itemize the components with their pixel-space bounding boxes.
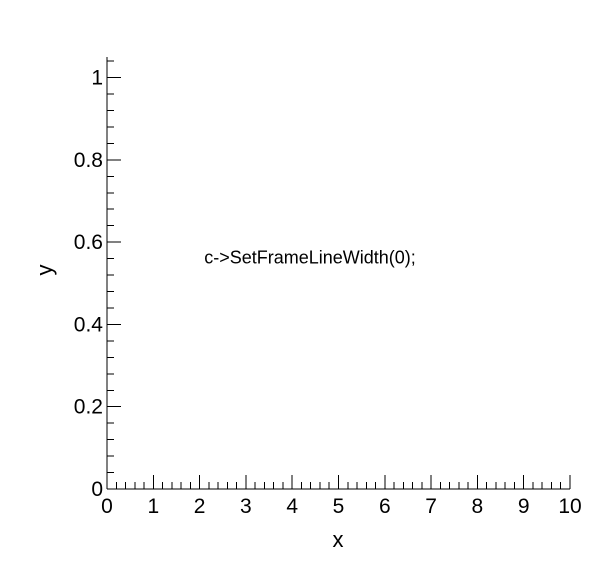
- x-tick-label: 9: [518, 495, 530, 518]
- y-axis-title: y: [32, 265, 57, 276]
- y-tick-label: 1: [91, 67, 103, 90]
- x-tick-label: 3: [240, 495, 252, 518]
- x-tick-label: 10: [558, 495, 581, 518]
- x-tick-label: 6: [379, 495, 391, 518]
- y-tick-label: 0: [91, 478, 103, 501]
- y-tick-label: 0.6: [74, 231, 103, 254]
- y-tick-label: 0.8: [74, 149, 103, 172]
- x-tick-label: 7: [425, 495, 437, 518]
- x-tick-label: 2: [194, 495, 206, 518]
- y-tick-label: 0.2: [74, 396, 103, 419]
- axes-layer: [107, 57, 570, 489]
- x-tick-label: 1: [147, 495, 159, 518]
- annotation-text: c->SetFrameLineWidth(0);: [204, 248, 416, 268]
- y-tick-label: 0.4: [74, 313, 104, 336]
- x-axis-title: x: [333, 527, 344, 552]
- ticks-layer: [107, 61, 570, 489]
- x-tick-label: 4: [286, 495, 298, 518]
- x-tick-label: 5: [333, 495, 345, 518]
- x-tick-label: 8: [472, 495, 484, 518]
